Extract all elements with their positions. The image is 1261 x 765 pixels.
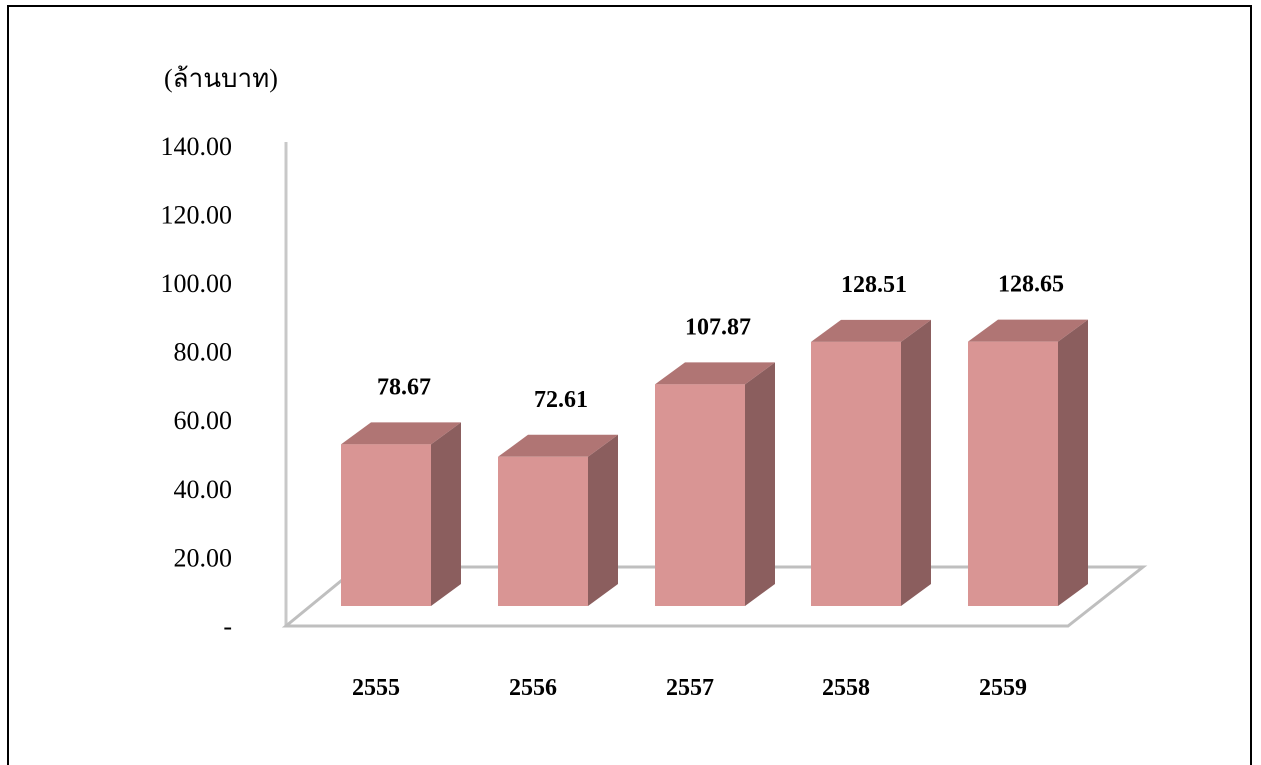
y-tick-label: 60.00 [174,406,233,435]
labels-layer: - 20.00 40.00 60.00 80.00 100.00 120.00 140.00 7… [161,132,1065,701]
bar-value-label: 78.67 [377,374,431,400]
bar-top-face [968,319,1088,342]
y-tick-label: 100.00 [161,269,233,298]
y-tick-label: - [223,612,232,641]
bar-value-label: 107.87 [685,314,751,340]
chart-floor [281,565,1148,628]
bar-side-face [1058,319,1088,606]
bar-front-face [968,341,1058,606]
y-axis-unit-label: (ล้านบาท) [164,64,278,93]
bar-2559 [968,319,1088,606]
bar-2556 [498,434,618,606]
y-tick-label: 140.00 [161,132,233,161]
axis-layer [281,142,1148,628]
bar-top-face [341,422,461,445]
bar-2557 [655,362,775,606]
bars-layer [341,319,1088,606]
bar-front-face [341,444,431,606]
bar-2555 [341,422,461,606]
y-tick-label: 120.00 [161,200,233,229]
x-category-label: 2559 [979,675,1027,701]
bar-2558 [811,319,931,606]
x-category-label: 2558 [822,675,870,701]
bar-side-face [745,362,775,606]
x-category-label: 2555 [352,675,400,701]
bar-front-face [811,341,901,606]
bar-side-face [588,434,618,606]
bar-value-label: 128.51 [841,272,907,298]
bar-side-face [901,319,931,606]
y-tick-label: 40.00 [174,475,233,504]
bar-top-face [498,434,618,457]
bar-top-face [655,362,775,385]
x-category-label: 2557 [666,675,714,701]
bar-front-face [655,384,745,606]
x-category-label: 2556 [509,675,557,701]
bar-value-label: 72.61 [534,387,588,413]
bar-value-label: 128.65 [998,272,1064,298]
y-tick-label: 20.00 [174,543,233,572]
y-tick-label: 80.00 [174,338,233,367]
bar-side-face [431,422,461,606]
bar-top-face [811,319,931,342]
bar-front-face [498,456,588,606]
